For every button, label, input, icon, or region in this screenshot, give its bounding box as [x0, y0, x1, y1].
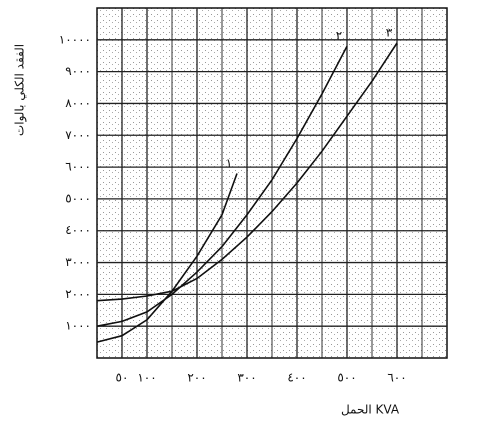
y-tick-label: ٢٠٠٠ — [65, 287, 91, 301]
y-axis-label: الفقد الكلي بالوات — [13, 44, 28, 136]
line-series — [96, 45, 348, 327]
y-tick-label: ٣٠٠٠ — [65, 255, 91, 269]
y-tick-label: ٦٠٠٠ — [65, 160, 91, 174]
x-tick-label: ٦٠٠ — [387, 371, 406, 385]
y-tick-label: ٩٠٠٠ — [65, 64, 91, 78]
x-tick-label: ١٠٠ — [137, 371, 156, 385]
y-tick-label: ٤٠٠٠ — [65, 223, 91, 237]
x-axis-label: الحمل KVA — [341, 403, 400, 417]
y-tick-label: ١٠٠٠٠ — [59, 32, 91, 46]
series-label: ٢ — [336, 29, 342, 43]
y-tick-label: ٨٠٠٠ — [65, 96, 91, 110]
x-tick-label: ٢٠٠ — [187, 371, 206, 385]
series-label: ١ — [226, 156, 232, 170]
x-tick-label: ٣٠٠ — [237, 371, 256, 385]
plot-frame — [96, 7, 448, 359]
series-label: ٣ — [386, 26, 393, 40]
line-series — [96, 42, 398, 302]
y-tick-label: ٧٠٠٠ — [65, 128, 91, 142]
x-tick-label: ٥٠٠ — [337, 371, 356, 385]
x-tick-label: ٥٠ — [116, 371, 129, 385]
y-tick-label: ٥٠٠٠ — [65, 191, 91, 205]
y-tick-label: ١٠٠٠ — [65, 319, 91, 333]
x-tick-label: ٤٠٠ — [287, 371, 306, 385]
